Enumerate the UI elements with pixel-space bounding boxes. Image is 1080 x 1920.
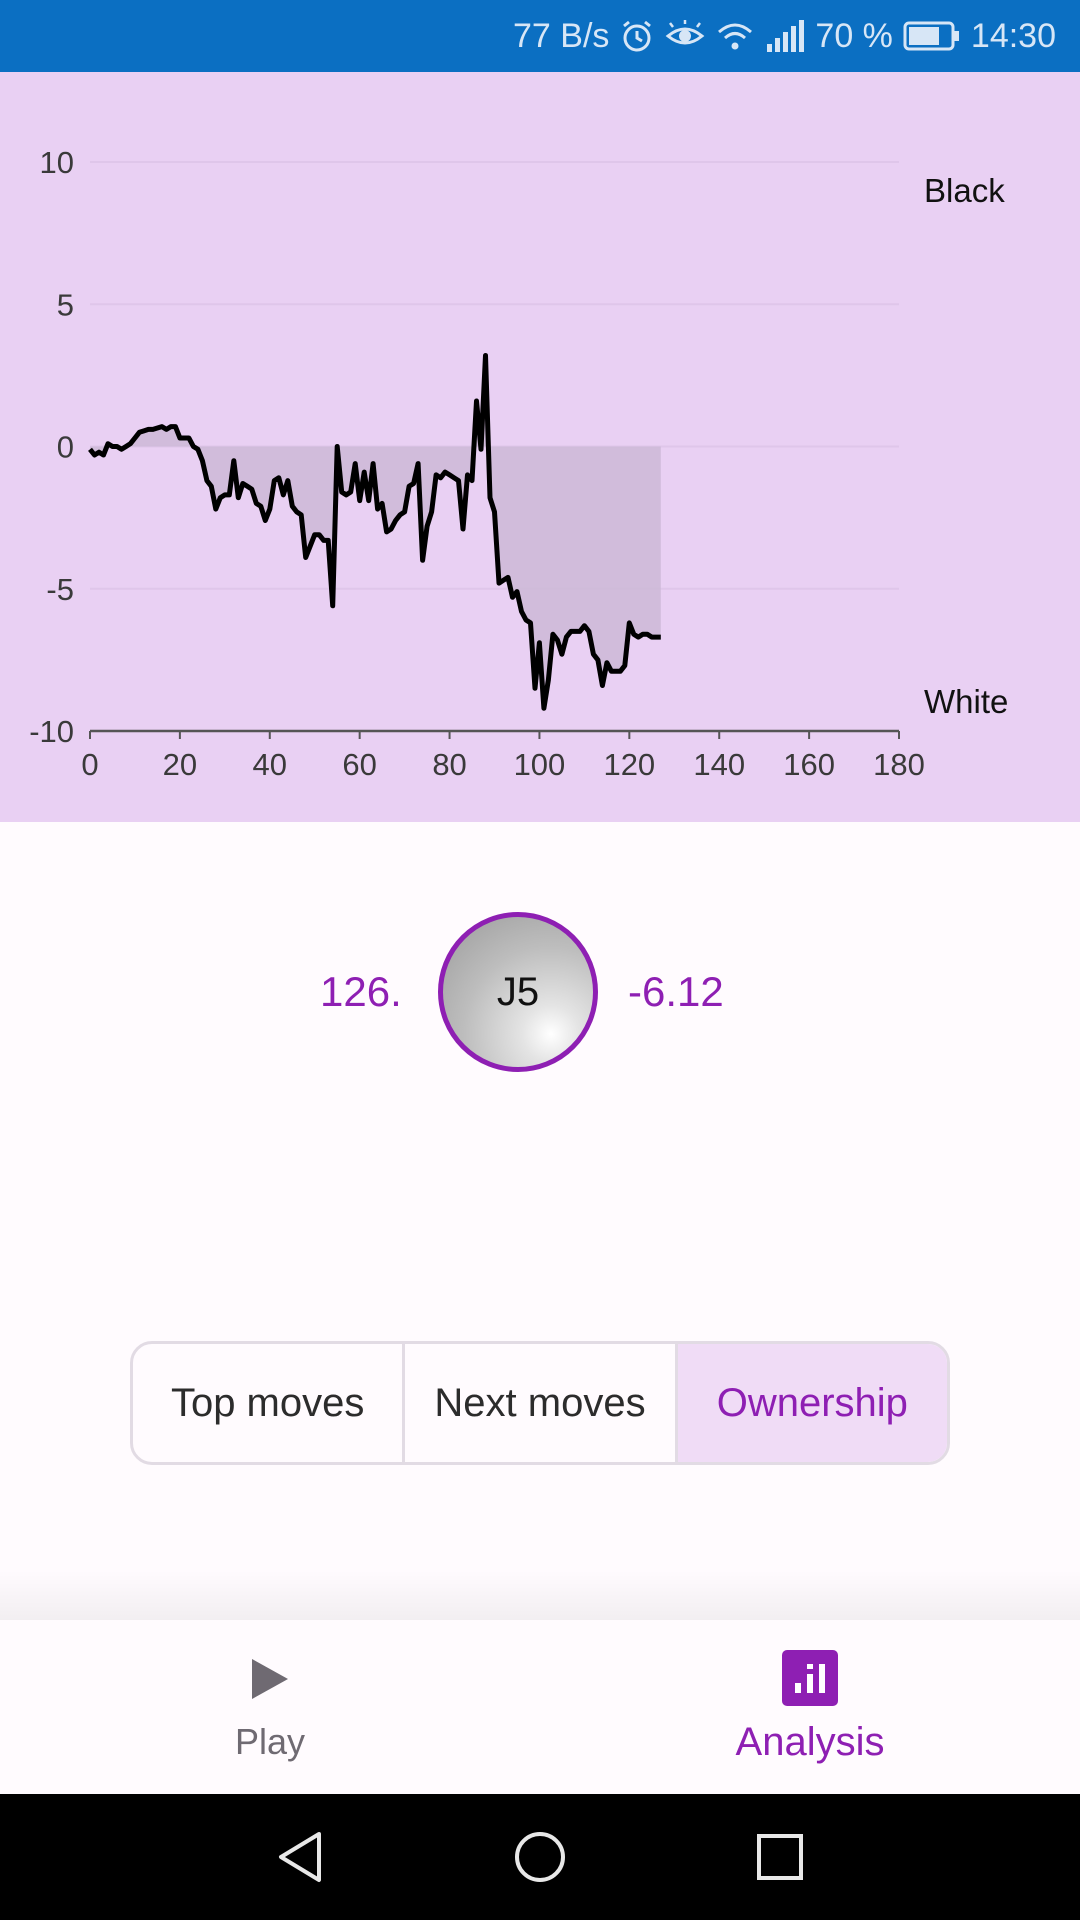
nav-analysis[interactable]: Analysis	[540, 1620, 1080, 1794]
x-tick-label: 180	[873, 747, 925, 782]
back-icon[interactable]	[180, 1830, 420, 1884]
battery-percent: 70 %	[815, 16, 893, 55]
battery-icon	[903, 21, 961, 51]
label-black: Black	[924, 172, 1005, 209]
move-score: -6.12	[628, 968, 724, 1015]
nav-analysis-label: Analysis	[735, 1719, 885, 1764]
move-number: 126.	[320, 968, 402, 1015]
score-chart[interactable]: 10 5 0 -5 -10 0 20 40 60 80 100 120 140 160 180 Black …	[0, 72, 1080, 822]
play-icon	[242, 1651, 298, 1707]
score-line	[88, 353, 661, 711]
y-tick-label: 0	[57, 430, 74, 465]
x-tick-label: 120	[603, 747, 655, 782]
home-icon[interactable]	[420, 1830, 660, 1884]
x-tick-label: 60	[342, 747, 376, 782]
segment-ownership[interactable]: Ownership	[677, 1344, 947, 1462]
analysis-mode-selector: Top moves Next moves Ownership	[130, 1341, 950, 1465]
y-tick-label: -10	[29, 714, 74, 749]
x-tick-label: 0	[81, 747, 98, 782]
x-tick-label: 140	[693, 747, 745, 782]
signal-icon	[765, 18, 805, 54]
analytics-icon	[782, 1649, 838, 1706]
segment-top-moves[interactable]: Top moves	[133, 1344, 406, 1462]
recents-icon[interactable]	[660, 1832, 900, 1882]
x-tick-label: 160	[783, 747, 835, 782]
y-tick-label: 10	[40, 145, 74, 180]
nav-shadow	[0, 1570, 1080, 1620]
move-stone: J5	[438, 912, 598, 1072]
wifi-icon	[715, 18, 755, 54]
status-bar: 77 B/s 70 % 14:30	[0, 0, 1080, 72]
x-tick-label: 40	[253, 747, 287, 782]
x-tick-label: 100	[514, 747, 566, 782]
y-tick-label: -5	[46, 572, 74, 607]
x-tick-label: 80	[432, 747, 466, 782]
bottom-navigation: Play Analysis	[0, 1620, 1080, 1794]
y-tick-label: 5	[57, 287, 74, 322]
x-tick-label: 20	[163, 747, 197, 782]
current-move-row: 126. J5 -6.12	[0, 912, 1080, 1072]
label-white: White	[924, 683, 1008, 720]
nav-play-label: Play	[234, 1721, 306, 1762]
net-speed: 77 B/s	[513, 16, 610, 55]
segment-next-moves[interactable]: Next moves	[405, 1344, 678, 1462]
move-coordinate: J5	[496, 969, 540, 1014]
nav-play[interactable]: Play	[0, 1620, 540, 1794]
clock: 14:30	[970, 16, 1056, 55]
system-navigation-bar	[0, 1794, 1080, 1920]
score-area-fill	[90, 355, 661, 709]
alarm-icon	[619, 18, 655, 54]
eye-icon	[665, 18, 705, 54]
